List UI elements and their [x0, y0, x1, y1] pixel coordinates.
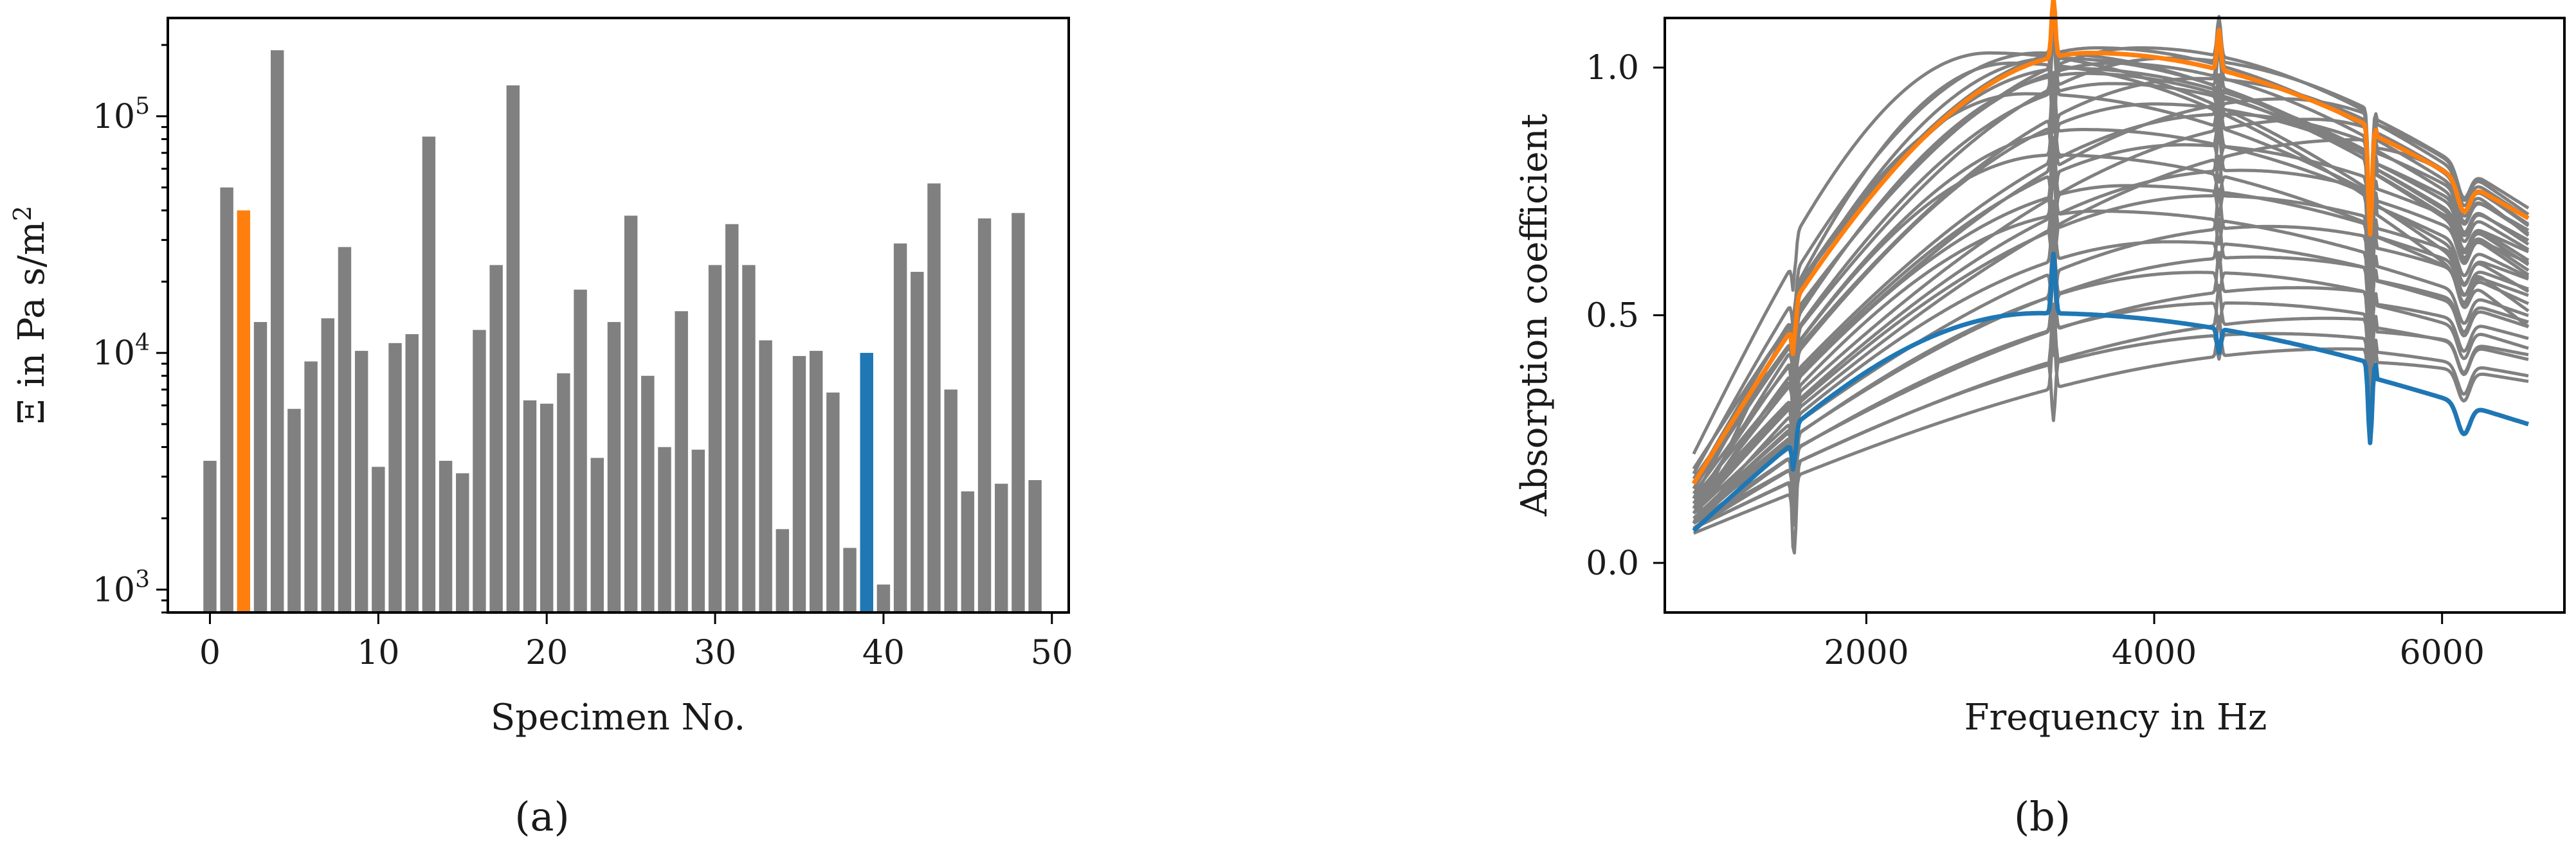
bar-specimen-8: [338, 247, 352, 612]
bar-specimen-23: [590, 458, 604, 612]
y-axis-a: 103 104 105: [93, 44, 168, 614]
bar-specimen-12: [405, 334, 419, 612]
x-tick-label: 2000: [1824, 634, 1909, 672]
x-axis-title-a: Specimen No.: [491, 697, 745, 738]
absorption-curve-gray: [1692, 315, 2529, 535]
panel-b-line-chart: 2000 4000 6000 0.0 0.5 1.0 Frequency in Hz A…: [1514, 0, 2566, 840]
bar-specimen-7: [321, 318, 334, 612]
bar-specimen-26: [641, 375, 655, 612]
bar-specimen-10: [372, 467, 385, 612]
bar-specimen-20: [540, 404, 554, 612]
x-tick-label: 20: [525, 634, 568, 672]
bar-specimen-30: [708, 265, 722, 613]
bar-specimen-9: [354, 350, 368, 612]
y-axis-b: 0.0 0.5 1.0: [1586, 49, 1665, 583]
bar-series: [203, 50, 1042, 613]
absorption-curve-orange: [1691, 0, 2530, 485]
absorption-curve-gray: [1692, 138, 2530, 520]
bar-specimen-44: [944, 389, 957, 612]
bar-specimen-25: [624, 215, 638, 612]
absorption-curve-gray: [1692, 24, 2530, 470]
absorption-curve-gray: [1692, 36, 2530, 490]
bar-specimen-3: [253, 322, 268, 612]
bar-specimen-19: [523, 400, 537, 612]
bar-specimen-1: [220, 187, 233, 612]
bar-specimen-46: [977, 218, 992, 612]
bar-specimen-32: [742, 265, 756, 613]
y-tick-label: 104: [93, 330, 150, 373]
x-tick-label: 30: [694, 634, 736, 672]
x-axis-b: 2000 4000 6000: [1824, 612, 2485, 672]
bar-specimen-41: [893, 243, 907, 612]
bar-specimen-24: [607, 322, 621, 612]
bar-specimen-0: [203, 460, 217, 612]
bar-specimen-17: [489, 265, 503, 613]
absorption-curve-gray: [1692, 129, 2530, 520]
absorption-curve-gray: [1692, 154, 2529, 524]
bar-specimen-37: [826, 392, 840, 612]
absorption-curve-gray: [1692, 20, 2530, 495]
absorption-series: [1691, 0, 2530, 555]
bar-specimen-34: [776, 529, 790, 612]
absorption-curve-gray: [1692, 271, 2529, 530]
bar-specimen-48: [1011, 213, 1025, 612]
absorption-curve-gray: [1692, 105, 2530, 510]
absorption-curve-gray: [1692, 97, 2530, 505]
bar-specimen-14: [439, 460, 453, 612]
bar-specimen-40: [876, 584, 891, 612]
plot-frame-a: [167, 17, 1070, 614]
bar-specimen-11: [388, 343, 402, 612]
bar-specimen-2: [237, 210, 251, 613]
bar-specimen-6: [304, 361, 318, 612]
absorption-curve-gray: [1692, 302, 2529, 530]
x-axis-title-b: Frequency in Hz: [1964, 697, 2267, 738]
y-tick-label: 103: [93, 566, 150, 609]
caption-b: (b): [2014, 793, 2071, 840]
bar-specimen-33: [759, 340, 772, 612]
x-tick-label: 50: [1031, 634, 1073, 672]
absorption-curve-gray: [1692, 102, 2530, 510]
x-tick-label: 4000: [2112, 634, 2197, 672]
bar-specimen-15: [456, 473, 469, 612]
bar-specimen-39: [860, 353, 873, 612]
bar-specimen-13: [422, 136, 436, 613]
bar-specimen-36: [809, 350, 823, 612]
y-axis-title-b: Absorption coefficient: [1514, 113, 1556, 517]
bar-specimen-31: [725, 224, 739, 612]
bar-specimen-16: [473, 330, 486, 612]
absorption-curve-gray: [1692, 38, 2530, 500]
bar-specimen-4: [271, 50, 284, 613]
x-tick-label: 0: [199, 634, 221, 672]
bar-specimen-49: [1028, 480, 1042, 612]
bar-specimen-42: [911, 271, 924, 613]
y-tick-label: 0.0: [1586, 544, 1639, 583]
bar-specimen-5: [287, 409, 301, 612]
y-axis-title-a: Ξ in Pa s/m2: [8, 206, 53, 424]
y-tick-label: 105: [93, 93, 150, 136]
bar-specimen-28: [675, 311, 688, 612]
x-tick-label: 10: [357, 634, 399, 672]
x-tick-label: 40: [862, 634, 905, 672]
y-tick-label: 0.5: [1586, 297, 1639, 335]
bar-specimen-18: [506, 85, 520, 612]
absorption-curve-blue: [1692, 251, 2530, 533]
bar-specimen-27: [658, 447, 671, 612]
x-axis-a: 0 10 20 30 40 50: [199, 612, 1073, 672]
bar-specimen-22: [574, 289, 587, 612]
bar-specimen-38: [843, 548, 857, 612]
bar-specimen-45: [961, 491, 975, 612]
x-tick-label: 6000: [2400, 634, 2485, 672]
bar-specimen-47: [995, 483, 1008, 612]
bar-specimen-29: [691, 449, 705, 612]
y-tick-label: 1.0: [1586, 49, 1639, 87]
bar-specimen-21: [557, 373, 570, 612]
bar-specimen-35: [792, 355, 806, 612]
panel-a-bar-chart: 0 10 20 30 40 50 103 104 105 Specimen No. Ξ in …: [8, 17, 1073, 840]
bar-specimen-43: [927, 183, 941, 613]
caption-a: (a): [514, 793, 569, 840]
